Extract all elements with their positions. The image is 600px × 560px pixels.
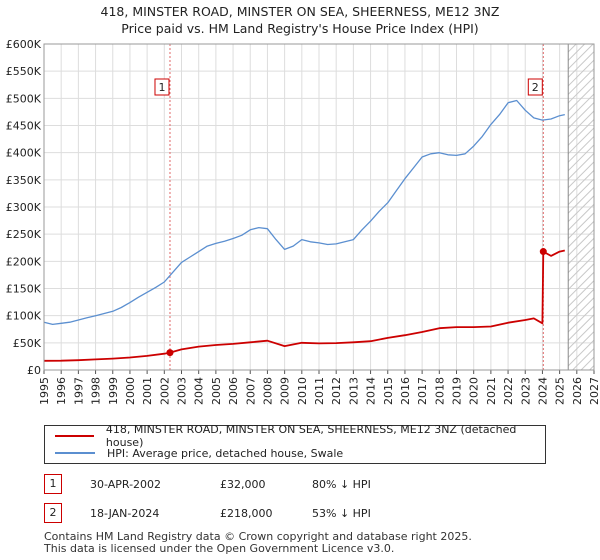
x-tick-label: 2010 bbox=[296, 377, 309, 405]
transaction-badge: 1 bbox=[44, 474, 62, 494]
footer-license: This data is licensed under the Open Gov… bbox=[44, 542, 395, 555]
x-tick-label: 1995 bbox=[38, 377, 51, 405]
transaction-hpi: 80% ↓ HPI bbox=[312, 478, 371, 491]
legend-item-hpi: HPI: Average price, detached house, Swal… bbox=[55, 445, 343, 461]
x-tick-label: 2016 bbox=[399, 377, 412, 405]
transaction-date: 18-JAN-2024 bbox=[90, 507, 160, 520]
x-tick-label: 2007 bbox=[244, 377, 257, 405]
footer: Contains HM Land Registry data © Crown c… bbox=[44, 531, 472, 555]
y-tick-label: £600K bbox=[6, 38, 42, 51]
y-tick-label: £100K bbox=[6, 310, 42, 323]
transaction-price: £218,000 bbox=[220, 507, 273, 520]
transaction-label: 2 bbox=[532, 81, 539, 94]
legend-label-property: 418, MINSTER ROAD, MINSTER ON SEA, SHEER… bbox=[105, 423, 517, 449]
transaction-point bbox=[539, 248, 547, 256]
x-tick-label: 1996 bbox=[55, 377, 68, 405]
y-tick-label: £300K bbox=[6, 201, 42, 214]
legend-swatch-property bbox=[55, 435, 94, 437]
x-tick-label: 2018 bbox=[433, 377, 446, 405]
transaction-price: £32,000 bbox=[220, 478, 266, 491]
x-tick-label: 2005 bbox=[210, 377, 223, 405]
chart-subtitle: Price paid vs. HM Land Registry's House … bbox=[121, 21, 479, 36]
x-tick-label: 1998 bbox=[90, 377, 103, 405]
legend-item-property: 418, MINSTER ROAD, MINSTER ON SEA, SHEER… bbox=[55, 423, 545, 449]
x-tick-label: 1997 bbox=[72, 377, 85, 405]
x-tick-label: 2023 bbox=[519, 377, 532, 405]
x-tick-label: 2003 bbox=[176, 377, 189, 405]
x-tick-label: 2011 bbox=[313, 377, 326, 405]
plot-frame bbox=[43, 43, 595, 371]
x-tick-label: 2009 bbox=[279, 377, 292, 405]
y-tick-label: £500K bbox=[6, 92, 42, 105]
y-tick-label: £50K bbox=[13, 337, 42, 350]
x-tick-label: 2006 bbox=[227, 377, 240, 405]
transaction-point bbox=[166, 349, 174, 357]
transaction-date: 30-APR-2002 bbox=[90, 478, 162, 491]
y-tick-label: £250K bbox=[6, 228, 42, 241]
price-chart: £0 £50K £100K £150K £200K £250K £300K £350K £400… bbox=[6, 38, 600, 405]
x-tick-label: 2022 bbox=[502, 377, 515, 405]
footer-copyright: Contains HM Land Registry data © Crown c… bbox=[44, 530, 472, 543]
x-tick-label: 2019 bbox=[451, 377, 464, 405]
x-tick-label: 2026 bbox=[571, 377, 584, 405]
y-tick-label: £150K bbox=[6, 283, 42, 296]
x-tick-label: 2015 bbox=[382, 377, 395, 405]
x-tick-label: 2002 bbox=[158, 377, 171, 405]
x-tick-label: 2017 bbox=[416, 377, 429, 405]
x-tick-label: 2014 bbox=[365, 377, 378, 405]
hpi-series-line bbox=[43, 99, 565, 326]
property-series-line bbox=[43, 249, 565, 362]
x-tick-label: 2012 bbox=[330, 377, 343, 405]
x-tick-label: 2008 bbox=[261, 377, 274, 405]
transaction-label-box bbox=[154, 78, 170, 96]
transaction-hpi: 53% ↓ HPI bbox=[312, 507, 371, 520]
x-tick-label: 2004 bbox=[193, 377, 206, 405]
forecast-hatch-region bbox=[568, 44, 594, 370]
transaction-label: 1 bbox=[158, 81, 165, 94]
x-tick-label: 1999 bbox=[107, 377, 120, 405]
x-tick-label: 2021 bbox=[485, 377, 498, 405]
y-tick-label: £200K bbox=[6, 255, 42, 268]
x-tick-label: 2020 bbox=[468, 377, 481, 405]
x-tick-label: 2001 bbox=[141, 377, 154, 405]
transaction-label-box bbox=[527, 78, 543, 96]
legend-swatch-hpi bbox=[55, 452, 95, 454]
chart-title: 418, MINSTER ROAD, MINSTER ON SEA, SHEER… bbox=[100, 4, 500, 19]
legend: 418, MINSTER ROAD, MINSTER ON SEA, SHEER… bbox=[44, 423, 546, 464]
x-tick-label: 2024 bbox=[536, 377, 549, 405]
y-tick-label: £400K bbox=[6, 147, 42, 160]
x-tick-label: 2000 bbox=[124, 377, 137, 405]
x-tick-label: 2025 bbox=[554, 377, 567, 405]
x-tick-label: 2013 bbox=[347, 377, 360, 405]
y-tick-label: £550K bbox=[6, 65, 42, 78]
transaction-badge: 2 bbox=[44, 503, 62, 523]
y-tick-label: £450K bbox=[6, 120, 42, 133]
legend-label-hpi: HPI: Average price, detached house, Swal… bbox=[107, 446, 344, 460]
y-tick-label: £350K bbox=[6, 174, 42, 187]
x-tick-label: 2027 bbox=[588, 377, 600, 405]
y-tick-label: £0 bbox=[27, 364, 41, 377]
